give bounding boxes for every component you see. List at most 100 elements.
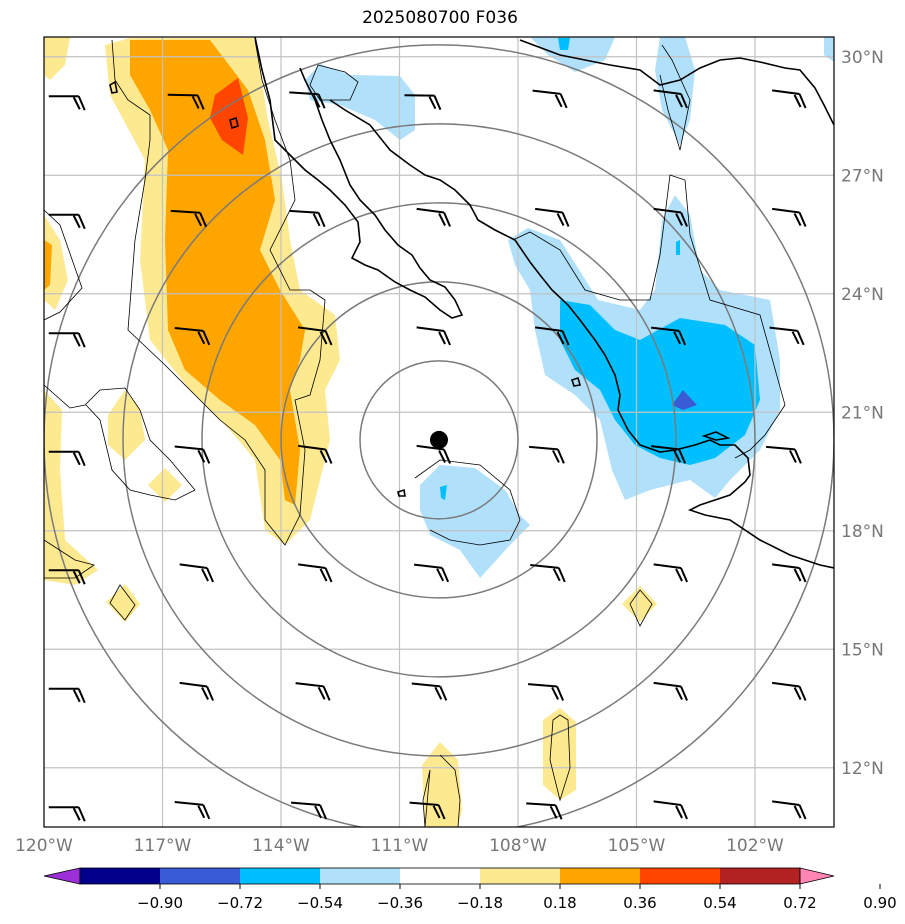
wind-barb (772, 89, 807, 109)
wind-barb-flag (791, 331, 800, 345)
wind-barbs (48, 89, 807, 822)
colorbar-tick-label: −0.54 (297, 894, 343, 912)
wind-barb-shaft (651, 326, 680, 332)
wind-barb-flag (314, 805, 322, 819)
positive-anomaly-region (44, 37, 70, 80)
wind-barb-shaft (653, 800, 682, 806)
positive-anomaly-region (422, 742, 462, 827)
colorbar-tick-label: 0.72 (783, 894, 816, 912)
wind-barb-flag (194, 213, 202, 227)
wind-barb-flag (556, 331, 565, 345)
wind-barb-shaft (170, 209, 201, 214)
wind-barb-flag (199, 212, 208, 228)
wind-barb-flag (793, 687, 802, 700)
wind-barb (404, 94, 442, 111)
colorbar-tick-label: 0.18 (543, 894, 576, 912)
positive-anomaly-region (622, 586, 657, 622)
wind-barb-flag (675, 94, 683, 108)
contour-line (414, 459, 521, 546)
wind-barb-flag (206, 567, 214, 583)
mexico-inland-border (519, 39, 834, 126)
wind-barb-shaft (174, 327, 204, 332)
latitude-tick-label: 30°N (841, 48, 884, 68)
wind-barb-flag (552, 568, 561, 582)
latitude-tick-label: 24°N (841, 285, 884, 305)
positive-anomaly-region (543, 708, 576, 800)
wind-barb-shaft (653, 89, 682, 95)
contour-line (109, 584, 136, 621)
wind-barb-flag (675, 805, 683, 819)
wind-barb-flag (206, 686, 214, 701)
wind-barb (653, 207, 688, 227)
wind-barb-flag (680, 567, 688, 583)
positive-anomaly-region (108, 390, 145, 460)
wind-barb (295, 682, 331, 701)
wind-barb (651, 445, 687, 464)
wind-barb (48, 332, 86, 348)
wind-barb-flag (322, 685, 331, 701)
colorbar-tick-label: 0.90 (863, 894, 896, 912)
wind-barb-flag (197, 449, 206, 463)
moderate-positive-region (130, 40, 305, 505)
wind-barb-shaft (526, 802, 556, 807)
island-outline (229, 116, 239, 130)
wind-barb-shaft (174, 445, 204, 451)
wind-barb-shaft (772, 89, 800, 95)
wind-barb-shaft (772, 800, 800, 806)
wind-barb-flag (72, 689, 81, 703)
wind-barb-shaft (416, 326, 445, 332)
wind-barb-flag (441, 567, 450, 583)
contour-line (111, 39, 326, 546)
wind-barb (48, 450, 86, 467)
wind-barb (530, 564, 566, 583)
wind-barb-shaft (174, 801, 204, 806)
negative-anomaly-region (676, 240, 680, 255)
wind-barb (653, 563, 688, 583)
wind-barb-flag (556, 686, 565, 701)
wind-barb-flag (317, 212, 326, 228)
wind-barb-shaft (769, 326, 798, 332)
baja-california-coastline (254, 37, 464, 319)
longitude-tick-label: 102°W (726, 836, 784, 856)
wind-barb-shaft (653, 207, 682, 214)
wind-barb-shaft (298, 444, 326, 451)
wind-barb-flag (72, 452, 81, 466)
wind-barb (48, 95, 86, 111)
wind-barb (167, 93, 205, 110)
wind-barb-flag (201, 568, 209, 582)
colorbar-segment (480, 868, 560, 884)
wind-barb-flag (196, 95, 205, 110)
longitude-tick-label: 117°W (134, 836, 192, 856)
wind-barb-flag (77, 332, 86, 348)
colorbar-extend-min (43, 867, 81, 885)
longitude-labels: 120°W 117°W 114°W 111°W 108°W 105°W 102°W (15, 836, 784, 856)
colorbar-segment (400, 868, 480, 884)
colorbar-tick-label: −0.18 (457, 894, 503, 912)
wind-barb-flag (72, 333, 81, 347)
wind-barb (174, 327, 211, 346)
contour-line (629, 589, 653, 627)
wind-barb (48, 569, 86, 585)
wind-barb-flag (673, 331, 682, 345)
range-rings (44, 44, 834, 827)
wind-barb-shaft (651, 445, 680, 451)
wind-barb-flag (673, 449, 682, 463)
range-ring (122, 123, 756, 757)
wind-barb-shaft (528, 683, 558, 688)
colorbar-extend-max (799, 867, 835, 885)
wind-barb-flag (72, 96, 81, 110)
wind-barb (48, 213, 86, 230)
wind-barb (653, 681, 688, 701)
wind-barb (298, 444, 333, 464)
wind-barb-shaft (167, 93, 198, 97)
wind-barb-shaft (179, 563, 208, 569)
coastline (109, 37, 834, 569)
wind-barb-flag (675, 568, 683, 582)
wind-barb-shaft (411, 682, 441, 688)
wind-barb-flag (796, 330, 805, 346)
wind-barb-flag (557, 567, 566, 583)
wind-barb-flag (428, 96, 437, 110)
wind-barb-flag (559, 93, 568, 109)
wind-barb (766, 445, 802, 464)
latitude-tick-label: 15°N (841, 640, 884, 660)
